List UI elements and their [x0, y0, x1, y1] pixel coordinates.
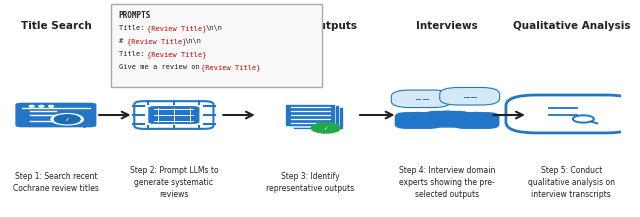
FancyBboxPatch shape — [391, 90, 451, 108]
Text: Title:: Title: — [118, 51, 148, 57]
Text: LLMs: LLMs — [159, 21, 189, 31]
Circle shape — [39, 105, 44, 107]
Text: {Review Title}: {Review Title} — [147, 25, 207, 32]
FancyBboxPatch shape — [111, 4, 322, 87]
Text: Give me a review on: Give me a review on — [118, 64, 204, 70]
Text: Step 4: Interview domain
experts showing the pre-
selected outputs: Step 4: Interview domain experts showing… — [399, 166, 495, 199]
FancyBboxPatch shape — [292, 107, 343, 128]
Circle shape — [29, 105, 34, 107]
FancyBboxPatch shape — [440, 87, 500, 105]
FancyBboxPatch shape — [289, 105, 339, 127]
FancyBboxPatch shape — [395, 112, 442, 129]
Text: {Review Title}: {Review Title} — [147, 51, 207, 58]
Text: Title Search: Title Search — [20, 21, 92, 31]
Text: PROMPTS: PROMPTS — [118, 11, 151, 20]
Text: \n\n: \n\n — [184, 38, 202, 44]
Text: Step 5: Conduct
qualitative analysis on
interview transcripts: Step 5: Conduct qualitative analysis on … — [528, 166, 615, 199]
FancyBboxPatch shape — [453, 112, 499, 129]
Text: Interviews: Interviews — [416, 21, 478, 31]
Text: \n\n: \n\n — [205, 25, 222, 31]
FancyBboxPatch shape — [148, 106, 200, 124]
Circle shape — [410, 112, 426, 118]
FancyBboxPatch shape — [15, 103, 97, 127]
Text: Title:: Title: — [118, 25, 148, 31]
FancyBboxPatch shape — [424, 111, 470, 128]
Circle shape — [51, 114, 83, 125]
Text: Qualitative Analysis: Qualitative Analysis — [513, 21, 630, 31]
Text: Step 3: Identify
representative outputs: Step 3: Identify representative outputs — [266, 172, 355, 193]
Text: ✓: ✓ — [323, 126, 328, 131]
Text: ✓: ✓ — [65, 117, 70, 122]
Circle shape — [54, 115, 80, 124]
FancyBboxPatch shape — [134, 101, 214, 129]
Text: {Review Title}: {Review Title} — [201, 64, 260, 71]
Text: Step 2: Prompt LLMs to
generate systematic
reviews: Step 2: Prompt LLMs to generate systemat… — [129, 166, 218, 199]
Text: Step 1: Search recent
Cochrane review titles: Step 1: Search recent Cochrane review ti… — [13, 172, 99, 193]
Text: #: # — [118, 38, 127, 44]
FancyBboxPatch shape — [285, 104, 335, 126]
Text: Review Outputs: Review Outputs — [264, 21, 357, 31]
Text: {Review Title}: {Review Title} — [127, 38, 186, 45]
Circle shape — [438, 111, 456, 117]
Circle shape — [468, 112, 484, 118]
Circle shape — [311, 123, 340, 133]
FancyBboxPatch shape — [506, 95, 637, 133]
Circle shape — [49, 105, 54, 107]
